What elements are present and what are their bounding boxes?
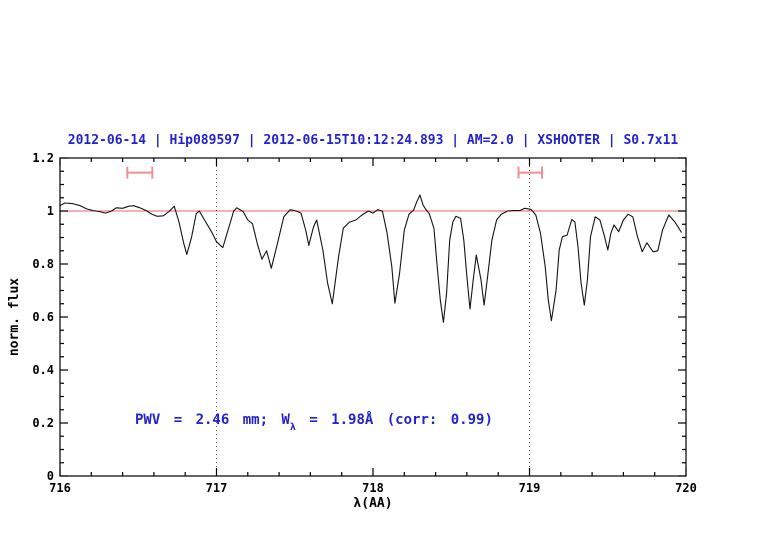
x-tick-label: 720 [675, 481, 697, 495]
y-tick-label: 0.2 [32, 416, 54, 430]
y-tick-label: 1 [46, 204, 54, 218]
y-tick-label: 0.8 [32, 257, 54, 271]
x-tick-label: 716 [49, 481, 71, 495]
y-tick-label: 1.2 [32, 151, 54, 165]
pwv-annotation-text-tail: = 1.98Å (corr: 0.99) [295, 412, 493, 428]
spectrum-line [59, 194, 682, 323]
pwv-annotation-subscript: λ [289, 421, 296, 433]
plot-frame [59, 157, 687, 477]
y-axis-label: norm. flux [7, 277, 22, 357]
x-tick-label: 719 [518, 481, 541, 495]
y-tick-label: 0 [46, 469, 54, 483]
pwv-annotation: PWV = 2.46 mm; Wλ = 1.98Å (corr: 0.99) [135, 412, 493, 433]
pwv-annotation-text: PWV = 2.46 mm; W [135, 412, 290, 428]
y-tick-label: 0.6 [32, 310, 54, 324]
x-axis-label: λ(AA) [353, 496, 393, 511]
x-tick-label: 717 [205, 481, 228, 495]
x-tick-label: 718 [362, 481, 384, 495]
y-tick-label: 0.4 [32, 363, 54, 377]
plot-title: 2012-06-14 | Hip089597 | 2012-06-15T10:1… [67, 133, 679, 148]
